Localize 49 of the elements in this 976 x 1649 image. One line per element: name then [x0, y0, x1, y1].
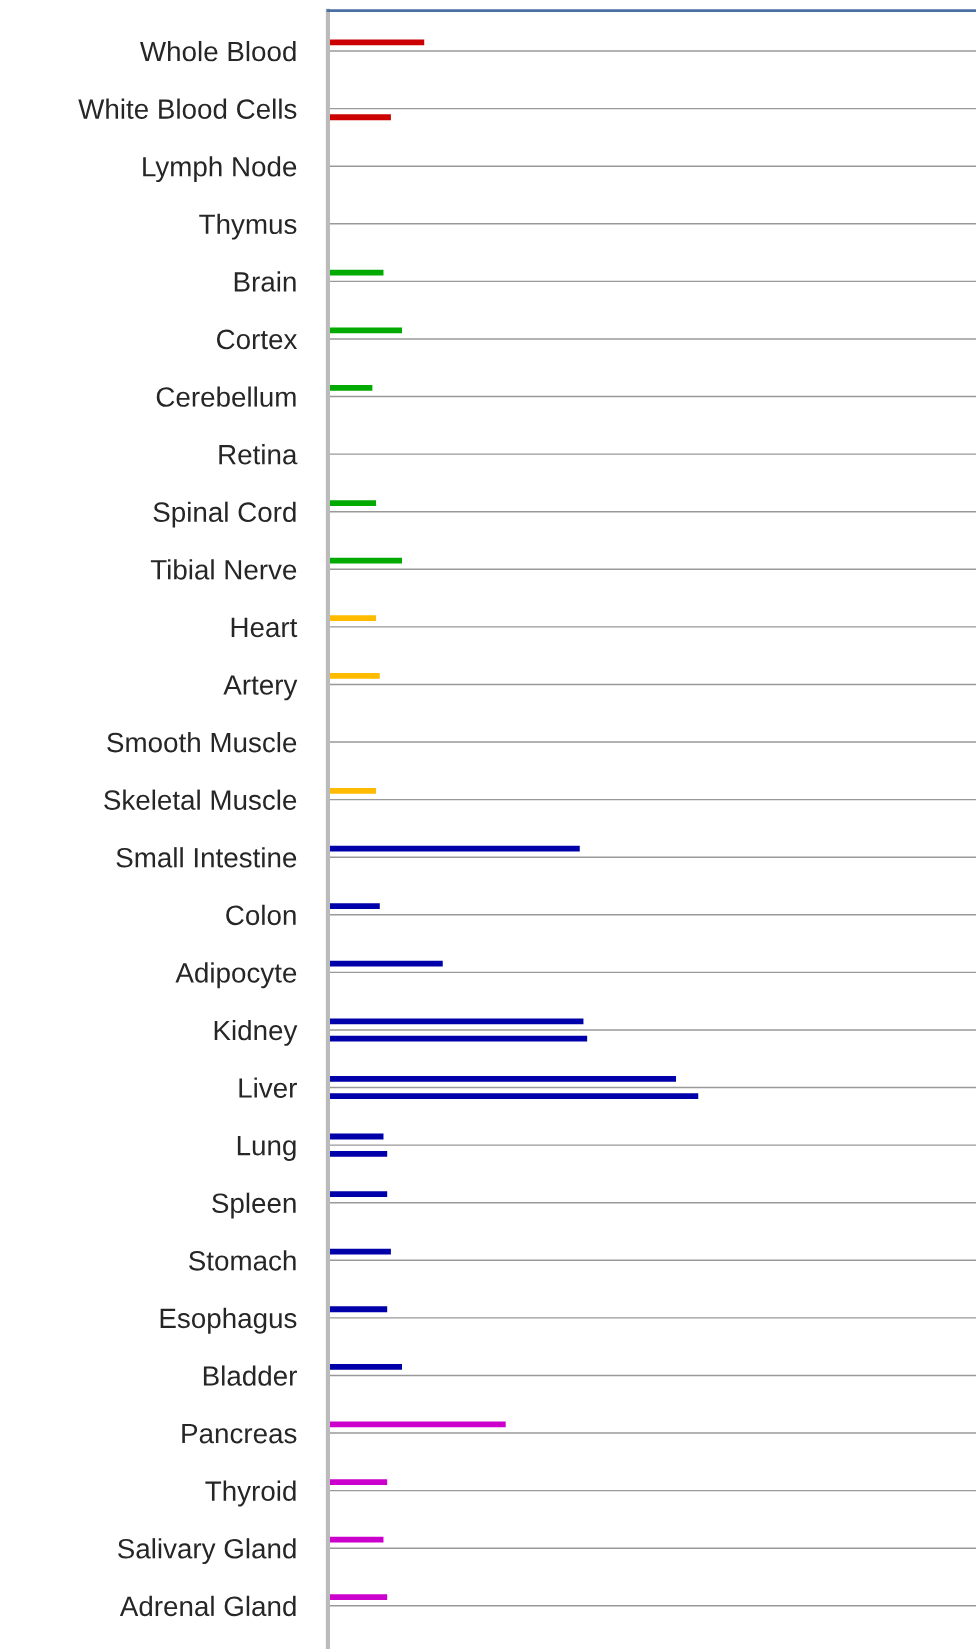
y-tick-label: Esophagus	[160, 1307, 297, 1334]
y-tick-label: Adipocyte	[175, 962, 297, 989]
y-tick-label: Whole Blood	[140, 40, 296, 62]
y-tick-label: Cortex	[216, 329, 298, 350]
y-tick-label: Lung	[237, 1136, 296, 1161]
bar	[327, 1306, 388, 1313]
y-tick-label: Colon	[226, 904, 296, 926]
y-tick-label: White Blood Cells	[78, 98, 297, 119]
bar	[327, 1076, 677, 1082]
bar	[327, 960, 443, 967]
bar	[327, 1594, 388, 1601]
y-tick-label: Smooth Muscle	[107, 731, 297, 753]
y-tick-label: Bladder	[203, 1365, 297, 1386]
y-tick-label: Adrenal Gland	[119, 1595, 296, 1617]
bar	[327, 385, 373, 391]
y-tick-label: Thyroid	[205, 1480, 296, 1507]
y-tick-label: Thymus	[199, 213, 297, 240]
bar	[327, 1018, 584, 1025]
bar	[327, 1363, 402, 1370]
bar	[327, 615, 377, 622]
bar	[327, 500, 377, 506]
bar	[327, 1248, 391, 1255]
bar	[327, 1479, 388, 1485]
bar	[327, 903, 380, 910]
y-tick-label: Kidney	[214, 1019, 298, 1046]
y-tick-label: Tibial Nerve	[150, 559, 297, 580]
y-tick-label: Retina	[219, 444, 298, 465]
y-tick-label: Small Intestine	[116, 847, 297, 868]
y-tick-label: Lymph Node	[143, 156, 297, 183]
y-tick-label: Liver	[239, 1077, 297, 1098]
y-tick-label: Artery	[223, 675, 298, 701]
bar	[327, 1191, 388, 1197]
y-tick-label: Brain	[234, 271, 296, 292]
bar	[327, 114, 391, 121]
y-tick-label: Pancreas	[182, 1424, 297, 1444]
bar	[327, 1150, 388, 1157]
y-tick-label: Salivary Gland	[118, 1538, 296, 1565]
y-tick-label: Spinal Cord	[153, 501, 296, 528]
bar	[327, 269, 384, 276]
bar	[327, 1093, 699, 1100]
bar	[327, 788, 377, 794]
y-tick-label: Heart	[231, 617, 298, 638]
y-tick-label: Cerebellum	[156, 386, 296, 407]
y-tick-label: Spleen	[212, 1192, 296, 1219]
bar	[327, 327, 402, 334]
bar	[327, 672, 380, 679]
bar	[327, 557, 402, 564]
y-tick-label: Skeletal Muscle	[104, 789, 297, 810]
y-tick-label: Stomach	[189, 1250, 296, 1271]
